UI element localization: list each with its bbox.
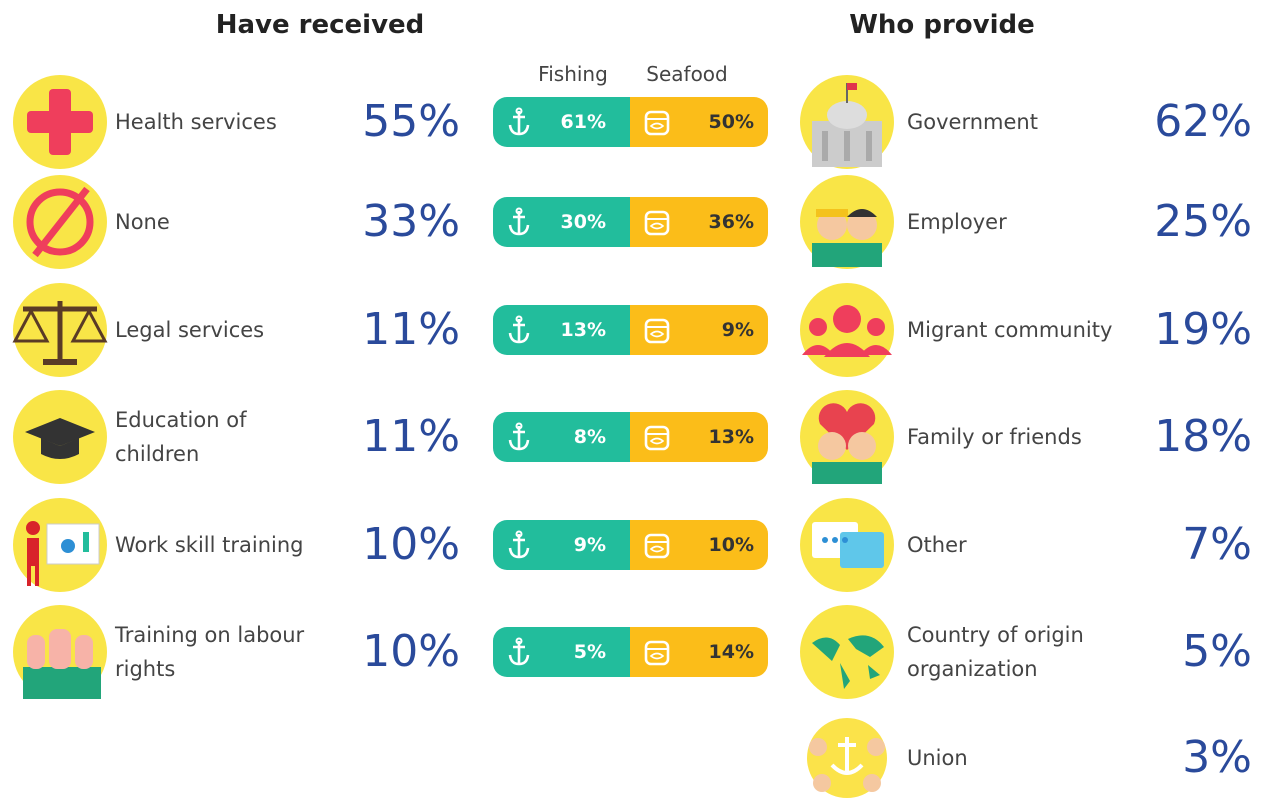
seafood-segment: 50% — [630, 97, 768, 147]
icon — [13, 175, 107, 269]
fishing-segment: 8% — [493, 412, 630, 462]
provider-value: 5% — [1182, 626, 1252, 677]
seafood-value: 50% — [708, 111, 754, 133]
seafood-segment: 9% — [630, 305, 768, 355]
can-icon — [644, 640, 670, 666]
item-label: Other — [907, 533, 967, 557]
item-label: Health services — [115, 110, 277, 134]
fishing-segment: 5% — [493, 627, 630, 677]
seafood-value: 14% — [708, 641, 754, 663]
provider-value: 19% — [1154, 304, 1252, 355]
seafood-segment: 14% — [630, 627, 768, 677]
total-value: 55% — [362, 96, 460, 147]
seafood-segment: 36% — [630, 197, 768, 247]
split-bar: 9% 10% — [493, 520, 768, 570]
total-value: 33% — [362, 196, 460, 247]
seafood-segment: 10% — [630, 520, 768, 570]
icon — [800, 75, 894, 169]
anchor-icon — [508, 207, 530, 236]
seafood-segment: 13% — [630, 412, 768, 462]
can-icon — [644, 110, 670, 136]
total-value: 11% — [362, 411, 460, 462]
section-title: Have received — [215, 10, 425, 40]
icon — [800, 175, 894, 269]
item-label: Government — [907, 110, 1038, 134]
fishing-segment: 13% — [493, 305, 630, 355]
fishing-value: 5% — [573, 641, 606, 663]
icon — [13, 75, 107, 169]
icon — [800, 605, 894, 699]
column-header: Seafood — [646, 62, 728, 86]
split-bar: 30% 36% — [493, 197, 768, 247]
item-label: None — [115, 210, 170, 234]
provider-value: 7% — [1182, 519, 1252, 570]
split-bar: 8% 13% — [493, 412, 768, 462]
fishing-value: 8% — [573, 426, 606, 448]
total-value: 11% — [362, 304, 460, 355]
icon — [13, 605, 107, 699]
fishing-segment: 30% — [493, 197, 630, 247]
item-label: Training on labour rights — [115, 623, 305, 681]
seafood-value: 10% — [708, 534, 754, 556]
provider-value: 3% — [1182, 732, 1252, 783]
seafood-value: 9% — [721, 319, 754, 341]
provider-value: 18% — [1154, 411, 1252, 462]
anchor-icon — [508, 530, 530, 559]
item-label: Migrant community — [907, 318, 1113, 342]
total-value: 10% — [362, 626, 460, 677]
seafood-value: 36% — [708, 211, 754, 233]
column-header: Fishing — [538, 62, 608, 86]
item-label: Union — [907, 746, 968, 770]
fishing-segment: 9% — [493, 520, 630, 570]
can-icon — [644, 533, 670, 559]
fishing-value: 9% — [573, 534, 606, 556]
icon — [807, 718, 887, 798]
item-label: Employer — [907, 210, 1007, 234]
icon — [12, 283, 108, 377]
can-icon — [644, 425, 670, 451]
split-bar: 13% 9% — [493, 305, 768, 355]
icon — [13, 498, 107, 592]
anchor-icon — [508, 637, 530, 666]
provider-value: 62% — [1154, 96, 1252, 147]
section-title: Who provide — [849, 10, 1035, 40]
icon — [800, 498, 894, 592]
fishing-segment: 61% — [493, 97, 630, 147]
anchor-icon — [508, 422, 530, 451]
icon — [800, 390, 894, 484]
provider-value: 25% — [1154, 196, 1252, 247]
split-bar: 5% 14% — [493, 627, 768, 677]
fishing-value: 30% — [560, 211, 606, 233]
item-label: Family or friends — [907, 425, 1082, 449]
icon — [800, 283, 894, 377]
item-label: Country of origin organization — [907, 623, 1084, 681]
seafood-value: 13% — [708, 426, 754, 448]
can-icon — [644, 318, 670, 344]
anchor-icon — [508, 107, 530, 136]
fishing-value: 13% — [560, 319, 606, 341]
fishing-value: 61% — [560, 111, 606, 133]
split-bar: 61% 50% — [493, 97, 768, 147]
can-icon — [644, 210, 670, 236]
anchor-icon — [508, 315, 530, 344]
item-label: Education of children — [115, 408, 247, 466]
total-value: 10% — [362, 519, 460, 570]
icon — [13, 390, 107, 484]
item-label: Work skill training — [115, 533, 304, 557]
item-label: Legal services — [115, 318, 265, 342]
